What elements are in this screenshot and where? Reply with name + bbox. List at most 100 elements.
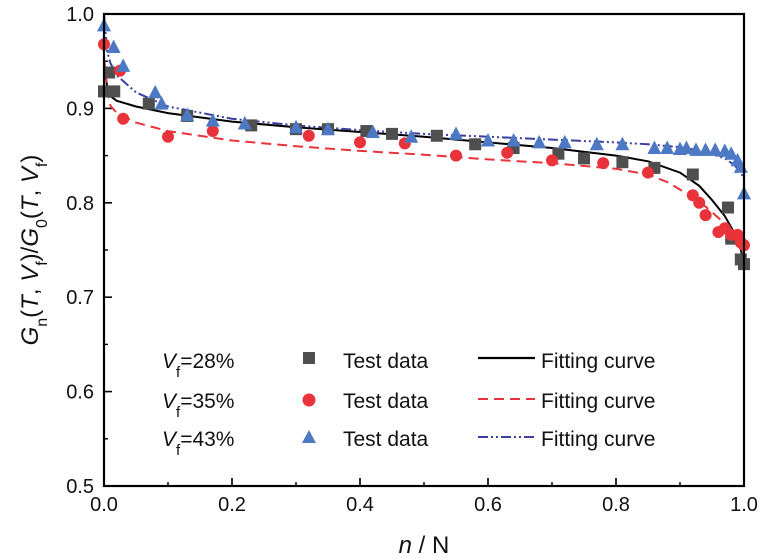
data-point-triangle (154, 96, 169, 110)
fitting-curve-series-1 (104, 56, 744, 244)
data-point-triangle (557, 134, 572, 149)
data-point-square (142, 97, 155, 110)
legend-fit-label-28: Fitting curve (541, 350, 655, 373)
x-axis-unit: N (432, 532, 449, 559)
data-point-triangle (321, 121, 335, 136)
data-point-circle (693, 196, 706, 209)
legend-label-43: Vf=43% (162, 428, 234, 459)
data-point-circle (597, 157, 610, 170)
y-tick-label: 0.9 (66, 98, 94, 120)
fitting-curve-series-2 (104, 14, 744, 180)
data-point-triangle (404, 129, 419, 143)
data-point-triangle (106, 39, 121, 54)
data-point-triangle (679, 140, 694, 155)
y-label-v2: V (17, 165, 44, 183)
x-axis-var: n (399, 532, 412, 559)
legend-fit-label-43: Fitting curve (541, 428, 655, 451)
data-point-triangle (589, 136, 604, 151)
legend-label-28: Vf=28% (162, 350, 234, 381)
x-axis-sep: / (412, 532, 432, 559)
fitting-curve-series-0 (104, 61, 744, 262)
data-point-triangle (506, 132, 521, 147)
x-tick-label: 0.0 (90, 494, 118, 516)
plot-frame (102, 12, 746, 488)
y-tick-label: 0.6 (66, 382, 94, 404)
test-data-points (97, 17, 751, 271)
data-point-square (616, 156, 629, 169)
y-label-open: ( (17, 310, 44, 318)
y-label-comma2: , (17, 183, 44, 196)
x-tick-label: 0.8 (602, 494, 630, 516)
data-point-triangle (365, 124, 380, 138)
legend-test-label-43: Test data (343, 428, 429, 451)
data-point-square (507, 142, 520, 155)
y-tick-label: 0.8 (66, 193, 94, 215)
data-point-square (386, 127, 398, 140)
data-point-triangle (698, 142, 713, 156)
y-tick-labels: 0.5 0.6 0.7 0.8 0.9 1.0 (66, 4, 94, 498)
legend-circle-marker (302, 393, 316, 407)
data-point-square (108, 85, 121, 98)
data-point-circle (699, 209, 712, 222)
axis-ticks (103, 13, 745, 487)
legend-fit-label-35: Fitting curve (541, 390, 655, 413)
x-tick-label: 0.6 (474, 494, 502, 516)
data-point-circle (501, 146, 514, 159)
data-point-triangle (481, 132, 495, 147)
data-point-square (578, 152, 590, 165)
data-point-triangle (615, 136, 630, 151)
data-point-circle (302, 129, 315, 142)
y-label-g: G (17, 327, 44, 346)
data-point-triangle (237, 116, 252, 130)
data-point-circle (450, 149, 462, 162)
y-label-t: T (17, 293, 44, 310)
y-tick-label: 0.5 (66, 476, 94, 498)
data-point-circle (642, 166, 654, 179)
y-label-n: n (34, 318, 51, 327)
y-label-t2: T (17, 194, 44, 211)
x-tick-labels: 0.0 0.2 0.4 0.6 0.8 1.0 (90, 494, 758, 516)
y-tick-label: 1.0 (66, 4, 94, 26)
legend-test-label-28: Test data (343, 350, 429, 373)
data-point-triangle (708, 142, 723, 156)
y-label-close: )/ (17, 246, 44, 261)
data-point-triangle (180, 107, 195, 122)
legend-triangle-marker (302, 430, 316, 443)
y-label-zero: 0 (34, 219, 51, 228)
x-tick-label: 1.0 (730, 494, 758, 516)
data-point-circle (117, 112, 130, 125)
x-tick-label: 0.2 (218, 494, 246, 516)
y-tick-label: 0.7 (66, 287, 94, 309)
y-label-open2: ( (17, 211, 44, 219)
data-point-triangle (647, 140, 662, 155)
data-point-circle (206, 125, 219, 138)
data-point-square (469, 138, 482, 151)
data-point-triangle (532, 134, 547, 149)
data-point-triangle (289, 119, 303, 134)
data-point-triangle (116, 58, 131, 72)
legend-square-marker (303, 352, 315, 364)
data-point-triangle (660, 140, 675, 155)
y-label-comma: , (17, 282, 44, 295)
legend: Vf=28% Test data Fitting curve Vf=35% Te… (162, 350, 655, 459)
data-point-circle (354, 136, 366, 149)
data-point-square (430, 129, 443, 142)
x-tick-label: 0.4 (346, 494, 374, 516)
data-point-triangle (689, 142, 703, 156)
data-point-square (722, 201, 734, 214)
legend-label-35: Vf=35% (162, 390, 234, 421)
y-axis-label: Gn(T, Vf)/G0(T, Vf) (17, 155, 51, 346)
data-point-triangle (148, 84, 163, 99)
y-label-f: f (34, 261, 51, 266)
data-point-square (103, 66, 116, 79)
y-label-end: ) (17, 155, 44, 163)
fitting-curves (104, 14, 744, 262)
data-point-circle (162, 130, 174, 143)
data-point-triangle (724, 146, 739, 160)
data-point-circle (546, 154, 558, 167)
data-point-square (686, 168, 699, 181)
y-label-g0: G (17, 228, 44, 247)
x-axis-label: n / N (399, 532, 450, 559)
y-label-v: V (17, 264, 44, 282)
